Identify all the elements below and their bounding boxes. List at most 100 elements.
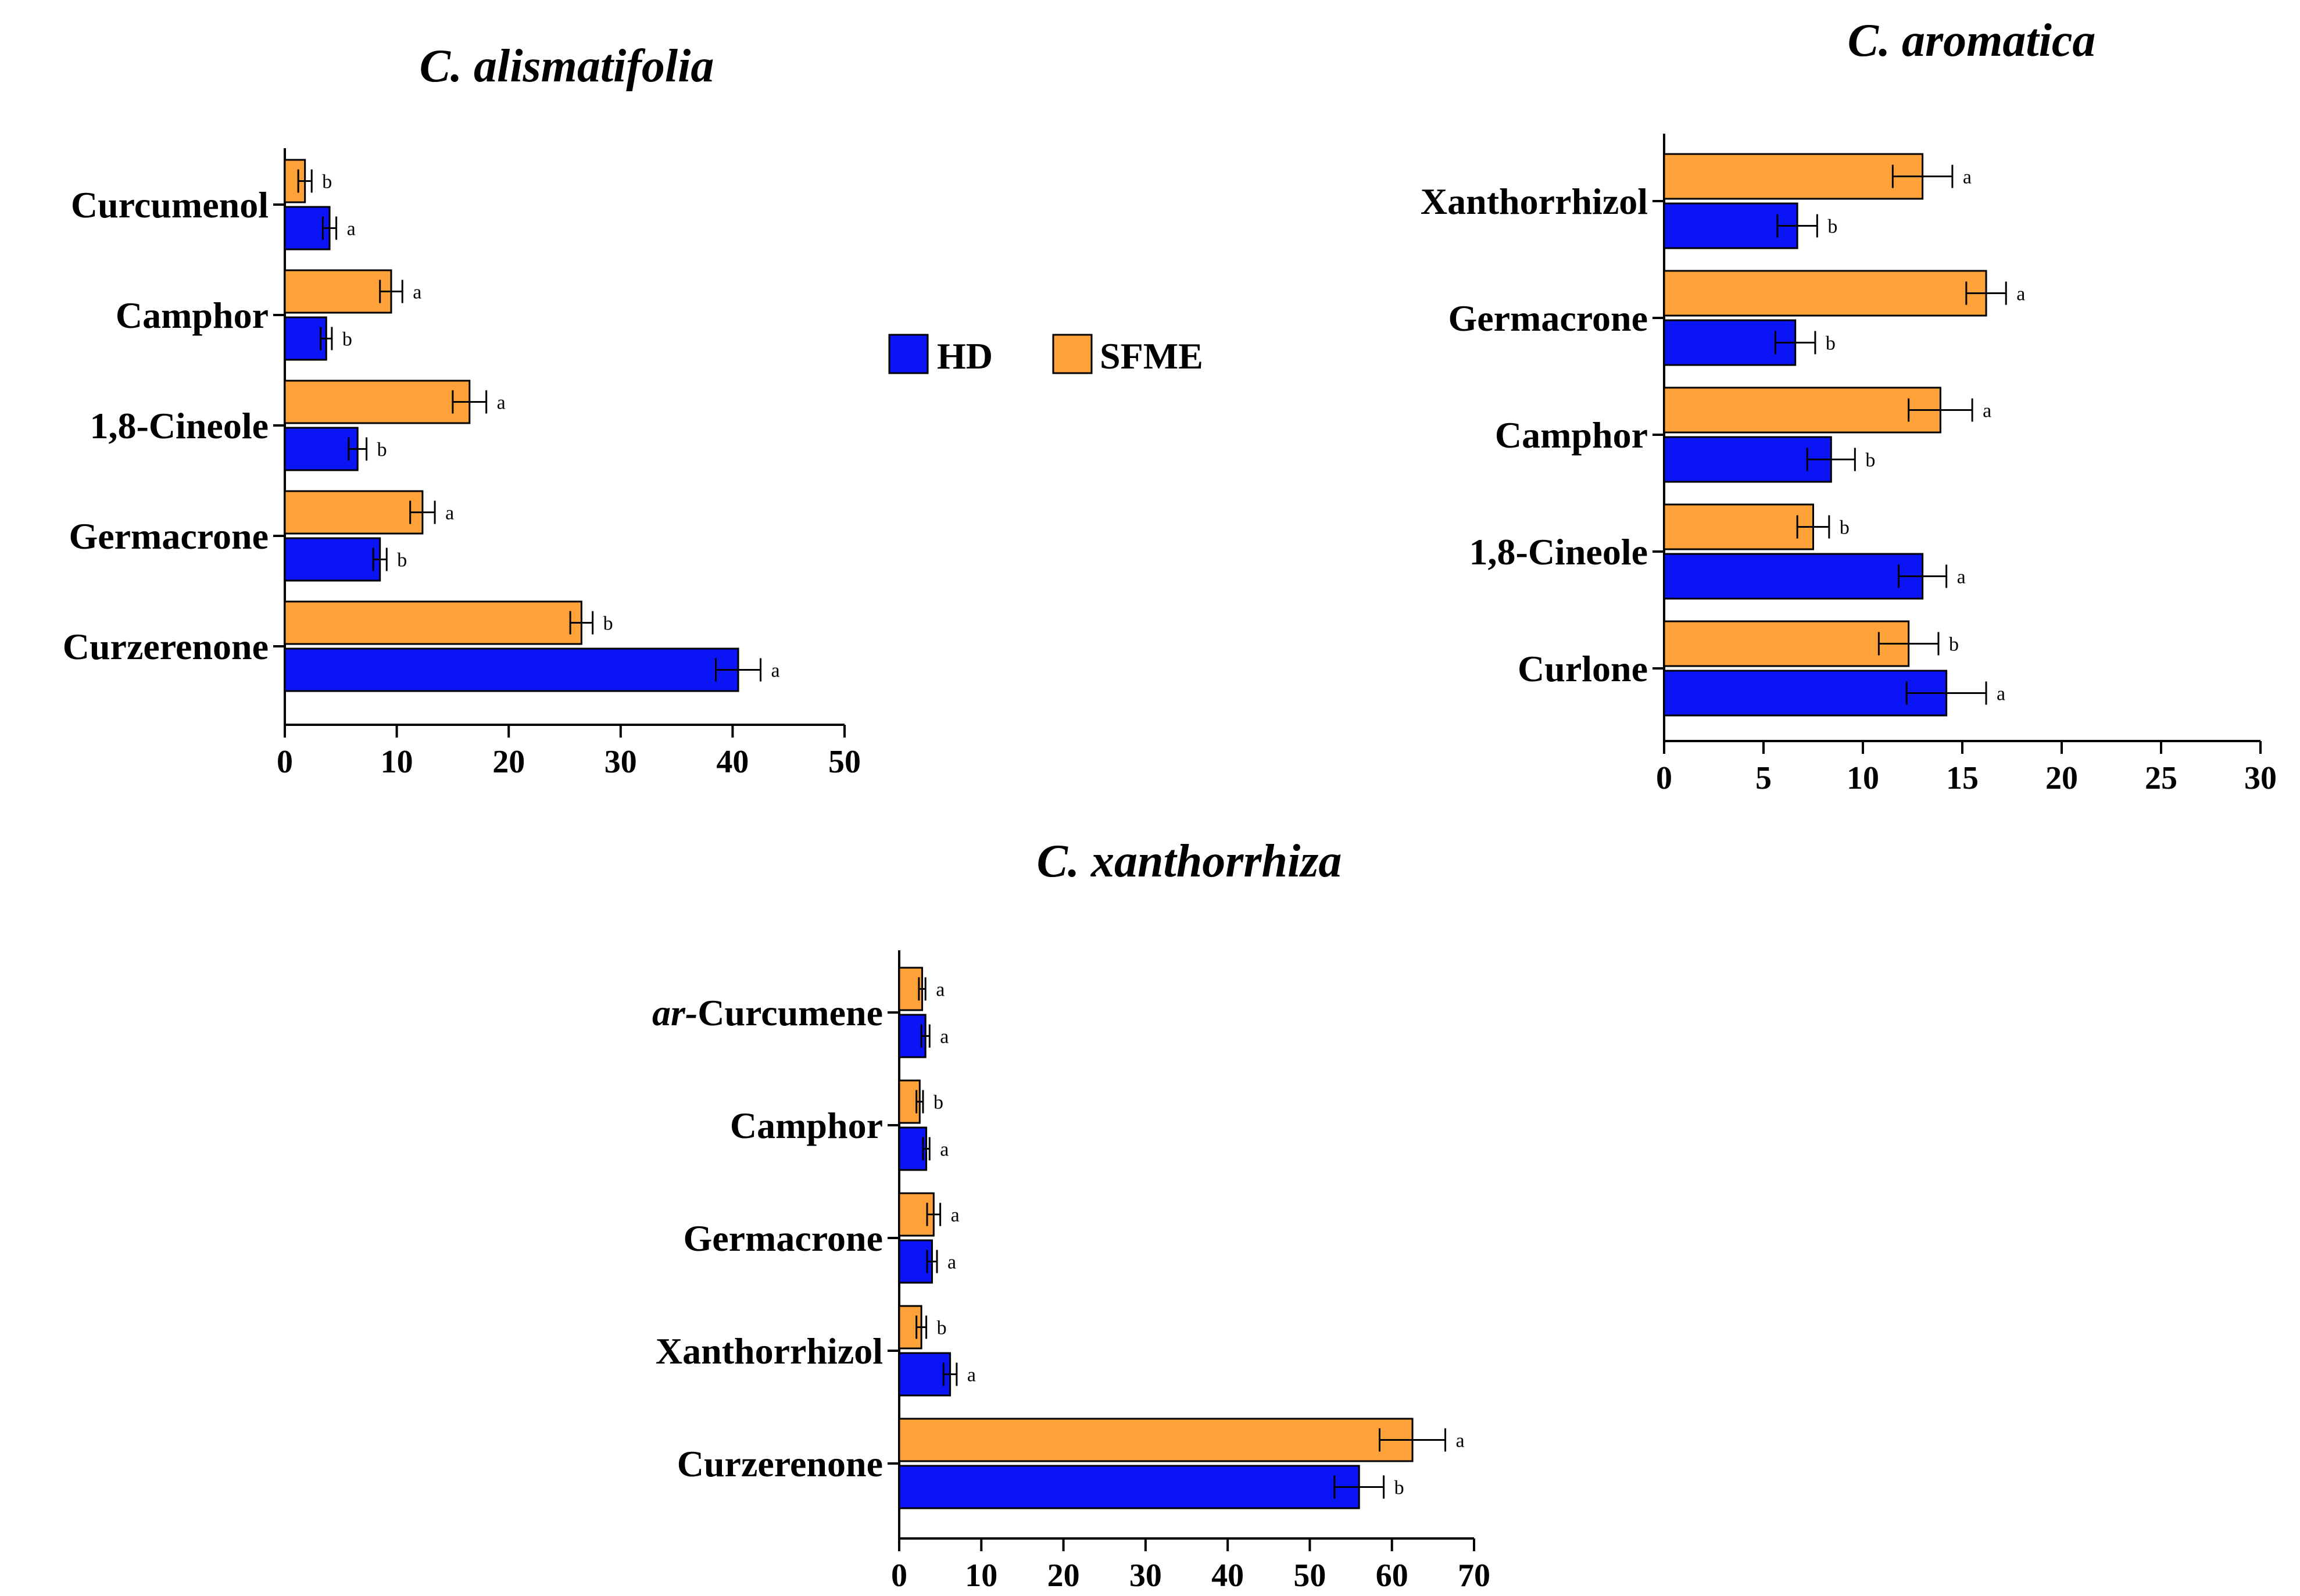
significance-label: a <box>1997 684 2005 705</box>
bar-hd <box>898 1352 952 1397</box>
significance-label: b <box>1394 1477 1404 1499</box>
legend-swatch-hd <box>888 334 929 374</box>
significance-label: b <box>1840 517 1850 539</box>
bar-hd <box>284 316 327 361</box>
category-name: Curzerenone <box>677 1443 883 1484</box>
category-label: 1,8-Cineole <box>90 405 269 446</box>
significance-label: a <box>940 1026 949 1048</box>
significance-label: a <box>413 282 421 303</box>
significance-label: a <box>947 1252 956 1273</box>
significance-label: a <box>951 1205 960 1226</box>
bar-sfme <box>1663 620 1910 667</box>
significance-label: a <box>967 1365 976 1386</box>
bar-sfme <box>284 490 424 535</box>
category-name: Camphor <box>730 1105 883 1146</box>
significance-label: a <box>771 660 780 682</box>
significance-label: a <box>1963 167 1972 188</box>
category-label: Xanthorrhizol <box>656 1330 883 1372</box>
category-name: Camphor <box>1495 414 1648 456</box>
x-tick-label: 30 <box>604 744 637 780</box>
category-label: Camphor <box>116 295 269 336</box>
bar-sfme <box>1663 153 1924 200</box>
bar-hd <box>898 1465 1360 1509</box>
category-prefix: ar- <box>652 992 697 1033</box>
significance-label: b <box>1865 450 1875 471</box>
x-tick-label: 30 <box>1129 1558 1162 1594</box>
x-tick-label: 50 <box>1293 1558 1326 1594</box>
significance-label: a <box>1957 567 1966 588</box>
x-tick-label: 15 <box>1946 760 1979 796</box>
category-name: Camphor <box>116 295 269 336</box>
bar-hd <box>1663 436 1832 483</box>
x-tick-label: 30 <box>2244 760 2277 796</box>
legend-label-hd: HD <box>937 335 993 377</box>
significance-label: a <box>1456 1430 1465 1452</box>
x-tick-label: 5 <box>1755 760 1772 796</box>
significance-label: a <box>445 503 454 524</box>
category-name: Curcumene <box>697 992 883 1033</box>
bar-sfme <box>1663 503 1814 550</box>
x-tick-label: 10 <box>1847 760 1879 796</box>
significance-label: a <box>936 979 945 1001</box>
chart-xanthorrhiza: C. xanthorrhiza 0 10 20 30 40 50 60 70 ar-Curcum… <box>652 836 1490 1594</box>
category-label: Curlone <box>1518 648 1648 689</box>
category-label: Camphor <box>1495 414 1648 456</box>
bar-sfme <box>898 1418 1414 1462</box>
category-label: Curzerenone <box>677 1443 883 1484</box>
category-label: Curzerenone <box>63 626 269 667</box>
category-label: Curcumenol <box>71 184 269 226</box>
bar-sfme <box>284 600 582 645</box>
significance-label: b <box>397 550 407 571</box>
x-tick-label: 20 <box>2045 760 2078 796</box>
bar-hd <box>1663 670 1948 717</box>
significance-label: a <box>2016 284 2025 305</box>
legend-swatch-sfme <box>1052 334 1093 374</box>
significance-label: a <box>940 1139 949 1161</box>
chart-alismatifolia: C. alismatifolia 0 10 20 30 40 50 Curcumenol b a… <box>63 41 861 780</box>
significance-label: b <box>933 1092 943 1114</box>
bar-sfme <box>1663 270 1987 317</box>
bar-sfme <box>284 380 471 424</box>
category-label: ar-Curcumene <box>652 992 883 1033</box>
x-tick-label: 10 <box>381 744 413 780</box>
category-label: Germacrone <box>69 516 269 557</box>
x-tick-label: 60 <box>1376 1558 1408 1594</box>
category-name: Curcumenol <box>71 184 269 226</box>
x-tick-label: 20 <box>1047 1558 1080 1594</box>
x-tick-label: 0 <box>891 1558 907 1594</box>
significance-label: b <box>1826 333 1836 355</box>
category-name: Germacrone <box>69 516 269 557</box>
chart-aromatica: C. aromatica 0 5 10 15 20 25 30 Xanthorrhizol a b… <box>1421 15 2277 796</box>
category-label: Xanthorrhizol <box>1421 181 1648 222</box>
x-tick-label: 50 <box>828 744 861 780</box>
x-tick-label: 40 <box>716 744 749 780</box>
category-label: 1,8-Cineole <box>1469 531 1648 572</box>
bar-sfme <box>1663 387 1941 434</box>
x-tick-label: 20 <box>492 744 525 780</box>
significance-label: b <box>603 613 613 635</box>
x-tick-label: 0 <box>277 744 293 780</box>
bar-hd <box>284 427 359 471</box>
significance-label: a <box>347 219 356 240</box>
category-name: Germacrone <box>683 1218 883 1259</box>
bar-hd <box>1663 319 1797 366</box>
bar-hd <box>1663 553 1924 600</box>
category-name: Germacrone <box>1448 298 1648 339</box>
significance-label: b <box>1827 216 1837 238</box>
chart-title: C. xanthorrhiza <box>1037 836 1342 887</box>
category-label: Germacrone <box>683 1218 883 1259</box>
significance-label: a <box>497 392 506 414</box>
legend-label-sfme: SFME <box>1100 335 1203 377</box>
category-name: Xanthorrhizol <box>656 1330 883 1372</box>
significance-label: b <box>342 329 352 350</box>
significance-label: b <box>1949 634 1959 656</box>
x-tick-label: 70 <box>1458 1558 1490 1594</box>
bar-sfme <box>284 269 392 314</box>
category-label: Germacrone <box>1448 298 1648 339</box>
bar-hd <box>284 647 739 692</box>
category-name: 1,8-Cineole <box>1469 531 1648 572</box>
x-tick-label: 0 <box>1656 760 1672 796</box>
category-name: Curlone <box>1518 648 1648 689</box>
x-tick-label: 10 <box>965 1558 997 1594</box>
